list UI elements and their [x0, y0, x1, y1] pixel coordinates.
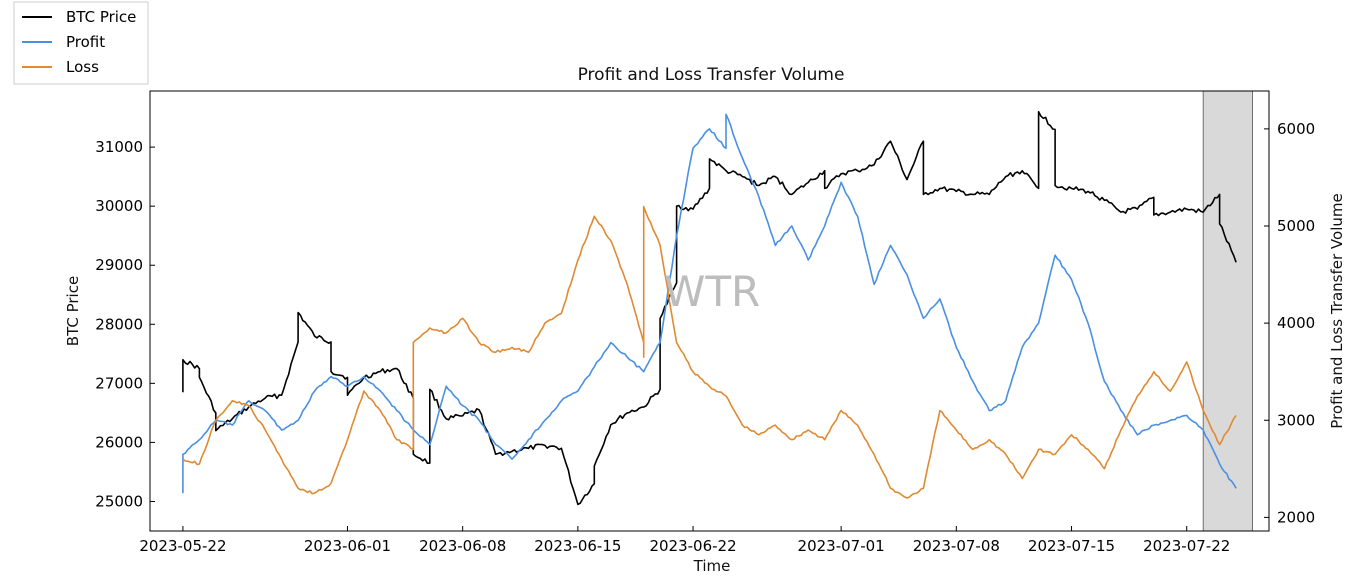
legend: BTC Price Profit Loss: [13, 1, 149, 85]
y-tick-label: 30000: [95, 197, 143, 215]
plot-frame: [149, 90, 1270, 532]
y2-tick-label: 2000: [1277, 508, 1315, 526]
x-tick-label: 2023-05-22: [139, 537, 226, 555]
x-axis-title: Time: [693, 557, 731, 575]
shaded-region-layer: [1202, 90, 1253, 532]
series-line-loss: [182, 205, 1237, 499]
y-tick-label: 31000: [95, 138, 143, 156]
x-tick-label: 2023-06-15: [534, 537, 621, 555]
x-tick-label: 2023-07-22: [1143, 537, 1230, 555]
left-y-axis: 25000 26000 27000 28000 29000 30000 31000: [95, 138, 155, 510]
right-y-axis-title: Profit and Loss Transfer Volume: [1328, 193, 1346, 428]
y2-tick-label: 6000: [1277, 120, 1315, 138]
x-tick-label: 2023-07-08: [913, 537, 1000, 555]
x-tick-label: 2023-06-01: [304, 537, 391, 555]
x-tick-label: 2023-07-01: [798, 537, 885, 555]
chart-title: Profit and Loss Transfer Volume: [578, 65, 845, 85]
y2-tick-label: 4000: [1277, 314, 1315, 332]
y-tick-label: 27000: [95, 374, 143, 392]
y-tick-label: 26000: [95, 433, 143, 451]
legend-label-loss: Loss: [66, 58, 99, 76]
watermark: WTR: [664, 267, 760, 316]
y2-tick-label: 5000: [1277, 217, 1315, 235]
left-y-axis-title: BTC Price: [64, 276, 82, 346]
y2-tick-label: 3000: [1277, 411, 1315, 429]
shaded-region: [1202, 90, 1253, 532]
legend-label-btc-price: BTC Price: [66, 8, 136, 26]
x-tick-label: 2023-06-08: [419, 537, 506, 555]
x-tick-label: 2023-06-22: [649, 537, 736, 555]
y-tick-label: 28000: [95, 315, 143, 333]
x-tick-label: 2023-07-15: [1028, 537, 1115, 555]
y-tick-label: 25000: [95, 492, 143, 510]
series-layer: [182, 110, 1237, 506]
legend-label-profit: Profit: [66, 33, 105, 51]
y-tick-label: 29000: [95, 256, 143, 274]
right-y-axis: 2000 3000 4000 5000 6000: [1264, 120, 1315, 526]
x-axis: 2023-05-22 2023-06-01 2023-06-08 2023-06-15…: [139, 526, 1230, 555]
series-line-profit: [182, 113, 1237, 494]
series-line-btc-price: [182, 110, 1237, 506]
